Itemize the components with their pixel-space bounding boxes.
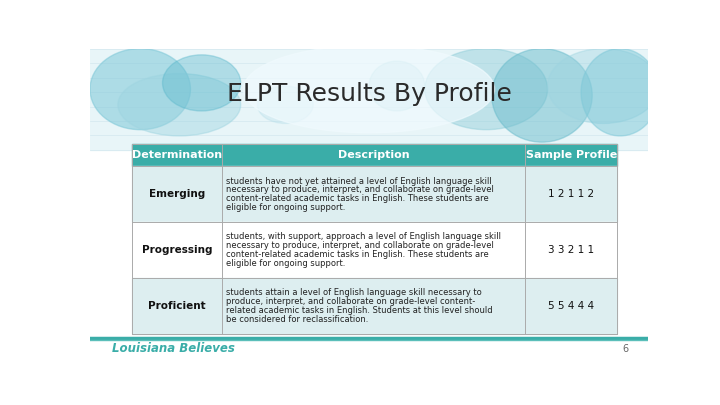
Text: Louisiana Believes: Louisiana Believes xyxy=(112,342,235,355)
Ellipse shape xyxy=(548,49,660,124)
Ellipse shape xyxy=(118,74,240,136)
Text: content-related academic tasks in English. These students are: content-related academic tasks in Englis… xyxy=(226,194,489,203)
Text: students, with support, approach a level of English language skill: students, with support, approach a level… xyxy=(226,232,501,241)
Text: 1 2 1 1 2: 1 2 1 1 2 xyxy=(548,189,594,199)
Text: Sample Profile: Sample Profile xyxy=(526,150,617,160)
Text: be considered for reclassification.: be considered for reclassification. xyxy=(226,315,369,324)
Bar xyxy=(132,144,617,166)
Ellipse shape xyxy=(492,49,593,142)
Text: necessary to produce, interpret, and collaborate on grade-level: necessary to produce, interpret, and col… xyxy=(226,241,494,250)
Text: 3 3 2 1 1: 3 3 2 1 1 xyxy=(548,245,594,255)
Text: students attain a level of English language skill necessary to: students attain a level of English langu… xyxy=(226,288,482,297)
Bar xyxy=(132,222,617,278)
Text: Description: Description xyxy=(338,150,409,160)
Text: Proficient: Proficient xyxy=(148,301,206,311)
Bar xyxy=(132,144,617,334)
Bar xyxy=(90,43,648,150)
Ellipse shape xyxy=(90,49,190,130)
Text: produce, interpret, and collaborate on grade-level content-: produce, interpret, and collaborate on g… xyxy=(226,297,475,306)
Ellipse shape xyxy=(163,55,240,111)
Text: Determination: Determination xyxy=(132,150,222,160)
Text: students have not yet attained a level of English language skill: students have not yet attained a level o… xyxy=(226,177,492,185)
Text: related academic tasks in English. Students at this level should: related academic tasks in English. Stude… xyxy=(226,306,492,315)
Bar xyxy=(132,166,617,222)
Text: content-related academic tasks in English. These students are: content-related academic tasks in Englis… xyxy=(226,250,489,259)
Ellipse shape xyxy=(581,49,660,136)
Text: eligible for ongoing support.: eligible for ongoing support. xyxy=(226,203,346,212)
Text: Emerging: Emerging xyxy=(148,189,205,199)
Text: necessary to produce, interpret, and collaborate on grade-level: necessary to produce, interpret, and col… xyxy=(226,185,494,194)
Text: eligible for ongoing support.: eligible for ongoing support. xyxy=(226,259,346,268)
Ellipse shape xyxy=(258,86,313,124)
Ellipse shape xyxy=(425,49,548,130)
Text: 6: 6 xyxy=(622,343,629,354)
Ellipse shape xyxy=(243,45,495,133)
Ellipse shape xyxy=(369,61,425,111)
Text: Progressing: Progressing xyxy=(142,245,212,255)
Text: 5 5 4 4 4: 5 5 4 4 4 xyxy=(548,301,594,311)
Bar xyxy=(132,278,617,334)
Text: ELPT Results By Profile: ELPT Results By Profile xyxy=(227,82,511,106)
